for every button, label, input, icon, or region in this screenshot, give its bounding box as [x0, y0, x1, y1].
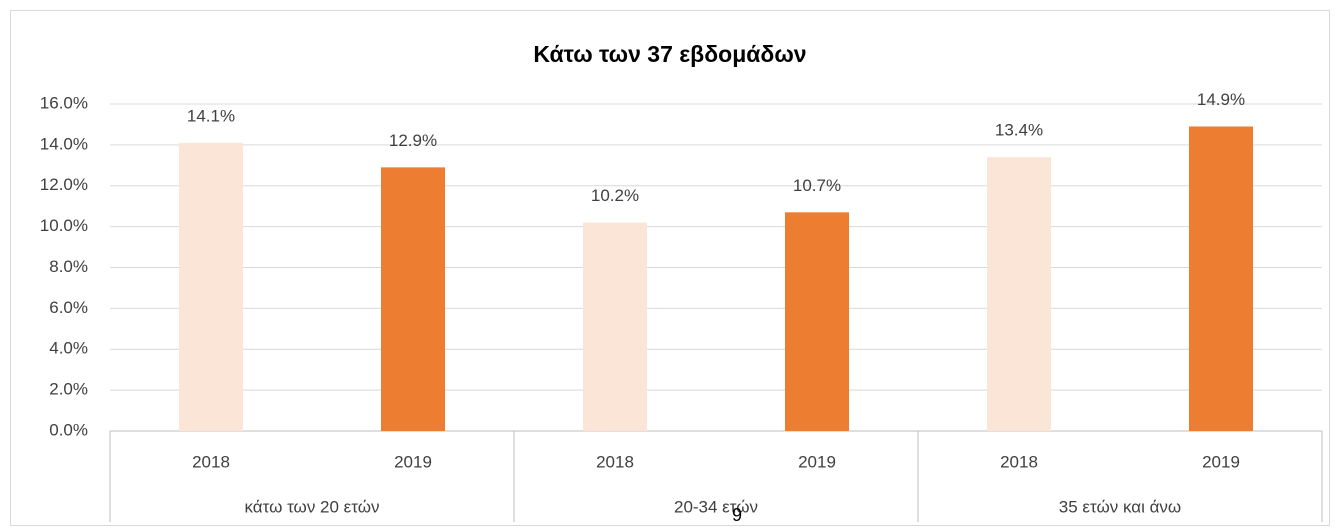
page-number: 9	[732, 505, 742, 525]
data-label: 14.1%	[187, 106, 235, 125]
y-tick-label: 2.0%	[49, 380, 88, 399]
bar	[179, 142, 243, 432]
bar	[785, 212, 849, 431]
x-tick-label: 2019	[1202, 452, 1240, 471]
x-tick-label: 2018	[192, 452, 230, 471]
chart-title: Κάτω των 37 εβδομάδων	[533, 41, 806, 67]
bar	[1189, 126, 1253, 431]
y-tick-label: 4.0%	[49, 339, 88, 358]
y-tick-label: 0.0%	[49, 420, 88, 439]
data-label: 13.4%	[995, 121, 1043, 140]
data-label: 12.9%	[389, 131, 437, 150]
group-label: 20-34 ετών	[674, 497, 758, 516]
x-tick-label: 2018	[1000, 452, 1038, 471]
x-tick-label: 2019	[798, 452, 836, 471]
data-label: 14.9%	[1197, 90, 1245, 109]
bar	[987, 157, 1051, 431]
bar	[381, 167, 445, 431]
y-tick-label: 6.0%	[49, 298, 88, 317]
x-tick-label: 2018	[596, 452, 634, 471]
group-label: 35 ετών και άνω	[1059, 497, 1181, 516]
bar	[583, 222, 647, 431]
y-tick-label: 16.0%	[40, 93, 88, 112]
y-tick-label: 8.0%	[49, 257, 88, 276]
data-label: 10.2%	[591, 186, 639, 205]
y-tick-label: 12.0%	[40, 175, 88, 194]
x-tick-label: 2019	[394, 452, 432, 471]
y-tick-label: 10.0%	[40, 216, 88, 235]
y-tick-label: 14.0%	[40, 134, 88, 153]
group-label: κάτω των 20 ετών	[244, 497, 379, 516]
data-label: 10.7%	[793, 176, 841, 195]
